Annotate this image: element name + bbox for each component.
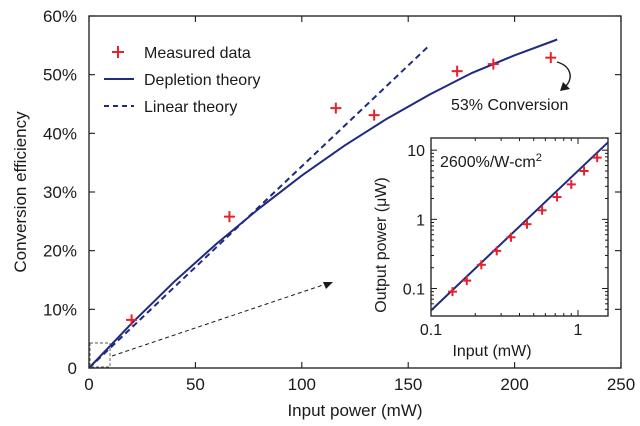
measured-data-point [487,58,499,70]
inset-data-point [476,260,486,270]
y-tick-label: 30% [43,183,77,202]
inset-x-axis-title: Input (mW) [452,343,531,360]
inset-tick-labels: 0.1 1 0.1 1 10 [403,143,583,339]
zoom-region-box [89,342,111,368]
legend-label-measured: Measured data [144,45,251,62]
measured-data-point [126,314,138,326]
annotation-arrow [556,61,571,88]
y-tick-label: 10% [43,300,77,319]
y-axis-title: Conversion efficiency [11,111,30,273]
inset-data-point [447,287,457,297]
inset-data-point [552,192,562,202]
legend: Measured data Depletion theory Linear th… [104,45,261,116]
x-tick-label: 250 [607,375,635,394]
inset-data-point [579,166,589,176]
linear-theory-line [88,44,431,369]
legend-label-linear: Linear theory [144,99,237,116]
y-tick-label: 50% [43,66,77,85]
zoom-arrow-head [323,282,333,289]
measured-data-point [451,65,463,77]
inset-x-tick-label: 1 [574,322,583,339]
inset-axis-ticks [430,138,608,317]
y-tick-label: 40% [43,124,77,143]
zoom-arrow-line [111,283,327,357]
x-tick-label: 0 [84,375,93,394]
x-axis-title: Input power (mW) [287,401,422,420]
inset-fit-line [430,141,609,312]
inset-annotation: 2600%/W-cm2 [440,152,542,171]
inset-data-point [506,232,516,242]
inset-data-point [566,179,576,189]
legend-marker-measured [112,46,124,58]
inset-data-point [462,276,472,286]
annotation-53-conversion: 53% Conversion [451,97,568,114]
y-tick-label: 60% [43,7,77,26]
inset-annotation-main: 2600%/W-cm [440,154,536,171]
measured-data-point [368,109,380,121]
measured-data-point [223,211,235,223]
x-tick-label: 150 [394,375,422,394]
legend-label-depletion: Depletion theory [144,72,261,89]
inset-data-point [522,219,532,229]
x-tick-label: 100 [288,375,316,394]
inset-annotation-sup: 2 [536,152,542,164]
y-tick-label: 20% [43,242,77,261]
depletion-theory-line [88,38,558,369]
inset-data-point [492,246,502,256]
inset-data-point [592,153,602,163]
annotation-arrow-head [560,82,570,91]
inset-data-point [537,205,547,215]
inset-y-tick-label: 10 [407,143,425,160]
x-tick-label: 50 [186,375,205,394]
measured-data-point [330,102,342,114]
inset-y-axis-title: Output power (μW) [373,177,390,312]
inset-x-tick-label: 0.1 [420,322,442,339]
inset-series-layer [430,141,609,312]
main-tick-labels: 0 50 100 150 200 250 0 10% 20% 30% 40% 50% 60% [43,7,635,394]
measured-data-point [545,52,557,64]
x-tick-label: 200 [500,375,528,394]
inset-y-tick-label: 0.1 [403,281,425,298]
main-series-layer [88,38,558,369]
y-tick-label: 0 [68,359,77,378]
inset-y-tick-label: 1 [416,212,425,229]
